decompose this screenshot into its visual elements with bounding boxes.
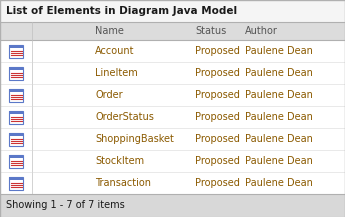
Bar	[9, 176, 23, 180]
Bar	[9, 44, 23, 58]
Bar	[9, 110, 23, 123]
Bar	[9, 44, 23, 48]
Text: ShoppingBasket: ShoppingBasket	[95, 134, 174, 144]
Text: Paulene Dean: Paulene Dean	[245, 68, 313, 78]
Text: Transaction: Transaction	[95, 178, 151, 188]
Text: Paulene Dean: Paulene Dean	[245, 46, 313, 56]
Text: Paulene Dean: Paulene Dean	[245, 156, 313, 166]
Text: Proposed: Proposed	[195, 134, 240, 144]
Bar	[0, 40, 345, 62]
Text: OrderStatus: OrderStatus	[95, 112, 154, 122]
Bar	[9, 66, 23, 79]
Text: Paulene Dean: Paulene Dean	[245, 178, 313, 188]
Text: LineItem: LineItem	[95, 68, 138, 78]
Bar	[9, 155, 23, 168]
Text: Account: Account	[95, 46, 135, 56]
Text: Showing 1 - 7 of 7 items: Showing 1 - 7 of 7 items	[6, 200, 125, 210]
Bar	[9, 155, 23, 158]
Text: Paulene Dean: Paulene Dean	[245, 112, 313, 122]
Bar	[0, 22, 345, 40]
Bar	[9, 133, 23, 136]
Text: Order: Order	[95, 90, 122, 100]
Text: Paulene Dean: Paulene Dean	[245, 134, 313, 144]
Text: StockItem: StockItem	[95, 156, 144, 166]
Text: List of Elements in Diagram Java Model: List of Elements in Diagram Java Model	[6, 6, 237, 16]
Text: Proposed: Proposed	[195, 156, 240, 166]
Bar	[9, 110, 23, 114]
Bar	[0, 106, 345, 128]
Bar	[0, 84, 345, 106]
Bar	[9, 89, 23, 102]
Text: Author: Author	[245, 26, 278, 36]
Text: Status: Status	[195, 26, 226, 36]
Bar	[9, 176, 23, 189]
Bar	[0, 172, 345, 194]
Text: Paulene Dean: Paulene Dean	[245, 90, 313, 100]
Text: Proposed: Proposed	[195, 112, 240, 122]
Text: Proposed: Proposed	[195, 68, 240, 78]
Text: Proposed: Proposed	[195, 90, 240, 100]
Text: Name: Name	[95, 26, 124, 36]
Bar	[9, 89, 23, 92]
Text: Proposed: Proposed	[195, 178, 240, 188]
Bar	[0, 128, 345, 150]
Bar	[9, 66, 23, 70]
Bar	[0, 62, 345, 84]
Bar	[0, 150, 345, 172]
Bar	[0, 194, 345, 216]
Text: Proposed: Proposed	[195, 46, 240, 56]
Bar	[9, 133, 23, 146]
Bar	[0, 0, 345, 22]
